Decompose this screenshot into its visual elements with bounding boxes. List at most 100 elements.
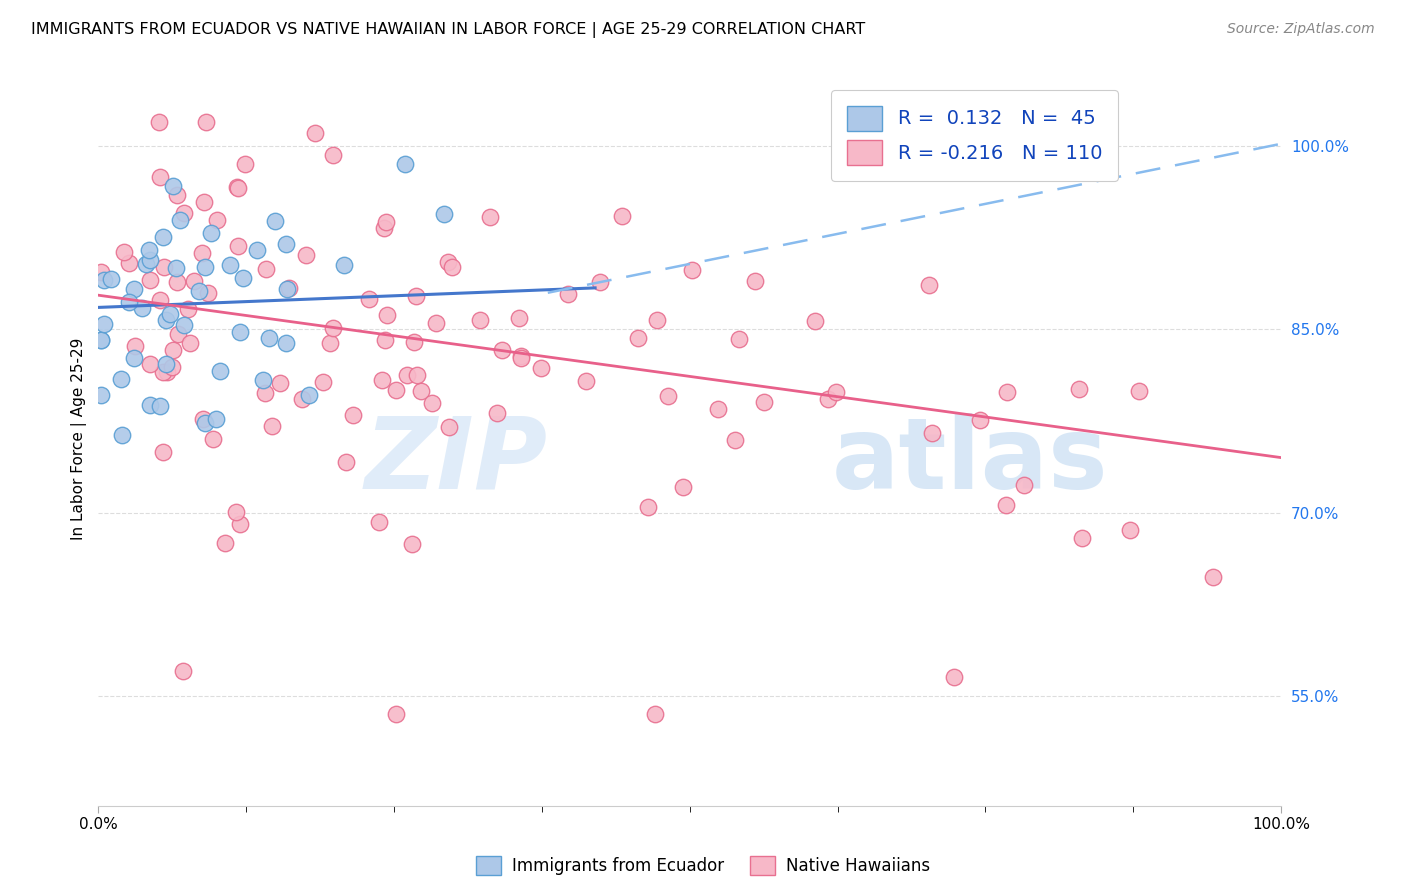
Point (197, 285, 219, 300)
Point (253, 385, 276, 400)
Point (375, 308, 398, 322)
Point (530, 361, 553, 376)
Point (149, 293, 172, 307)
Point (172, 665, 194, 679)
Point (139, 357, 162, 371)
Point (374, 333, 396, 347)
Point (433, 207, 456, 221)
Point (226, 239, 249, 253)
Point (233, 157, 256, 171)
Point (644, 706, 666, 721)
Point (610, 209, 633, 223)
Point (165, 261, 187, 276)
Point (93, 273, 115, 287)
Point (405, 288, 427, 302)
Point (1069, 382, 1091, 396)
Point (332, 258, 354, 272)
Point (491, 343, 513, 357)
Point (148, 115, 170, 129)
Point (138, 243, 160, 257)
Point (228, 516, 250, 531)
Point (118, 255, 141, 269)
Point (194, 260, 217, 275)
Point (131, 301, 153, 315)
Point (276, 282, 298, 296)
Point (219, 258, 242, 272)
Point (122, 282, 145, 296)
Point (278, 281, 301, 295)
Point (93, 317, 115, 331)
Point (420, 395, 443, 409)
Point (177, 301, 200, 316)
Point (645, 312, 668, 326)
Point (167, 327, 190, 342)
Point (304, 126, 326, 140)
Point (260, 419, 283, 434)
Point (385, 706, 408, 721)
Point (943, 670, 966, 684)
Point (508, 311, 530, 326)
Point (575, 374, 598, 388)
Point (478, 210, 501, 224)
Point (110, 372, 132, 386)
Point (921, 425, 943, 440)
Point (1202, 570, 1225, 584)
Point (159, 307, 181, 321)
Point (298, 387, 321, 401)
Point (124, 338, 146, 352)
Point (394, 157, 416, 171)
Text: Source: ZipAtlas.com: Source: ZipAtlas.com (1227, 22, 1375, 37)
Point (152, 365, 174, 379)
Point (195, 115, 218, 129)
Point (118, 295, 141, 310)
Point (969, 413, 991, 427)
Point (817, 392, 839, 406)
Point (183, 274, 205, 288)
Point (672, 480, 695, 494)
Point (162, 343, 184, 357)
Point (322, 321, 344, 335)
Point (557, 287, 579, 301)
Point (509, 351, 531, 365)
Point (194, 416, 217, 430)
Point (160, 359, 183, 374)
Point (232, 271, 254, 285)
Point (149, 399, 172, 413)
Point (202, 432, 225, 446)
Point (149, 170, 172, 185)
Point (259, 330, 281, 344)
Point (139, 273, 162, 287)
Point (169, 212, 191, 227)
Point (156, 365, 179, 379)
Point (225, 505, 247, 519)
Point (205, 412, 228, 426)
Point (152, 445, 174, 459)
Point (1071, 531, 1094, 545)
Point (510, 349, 533, 363)
Point (166, 188, 188, 202)
Point (440, 260, 463, 275)
Point (179, 336, 201, 351)
Point (404, 335, 426, 350)
Point (754, 395, 776, 409)
Point (90, 333, 112, 347)
Point (589, 275, 612, 289)
Text: atlas: atlas (832, 413, 1108, 509)
Point (90, 334, 112, 348)
Point (368, 515, 391, 529)
Point (375, 215, 398, 229)
Point (135, 258, 157, 272)
Point (322, 148, 344, 162)
Legend: R =  0.132   N =  45, R = -0.216   N = 110: R = 0.132 N = 45, R = -0.216 N = 110 (831, 90, 1118, 181)
Point (166, 275, 188, 289)
Point (173, 318, 195, 332)
Point (395, 368, 418, 383)
Point (824, 384, 846, 399)
Point (200, 227, 222, 241)
Point (122, 351, 145, 366)
Point (274, 237, 297, 252)
Point (229, 325, 252, 339)
Point (205, 213, 228, 227)
Point (111, 428, 134, 442)
Point (254, 262, 277, 277)
